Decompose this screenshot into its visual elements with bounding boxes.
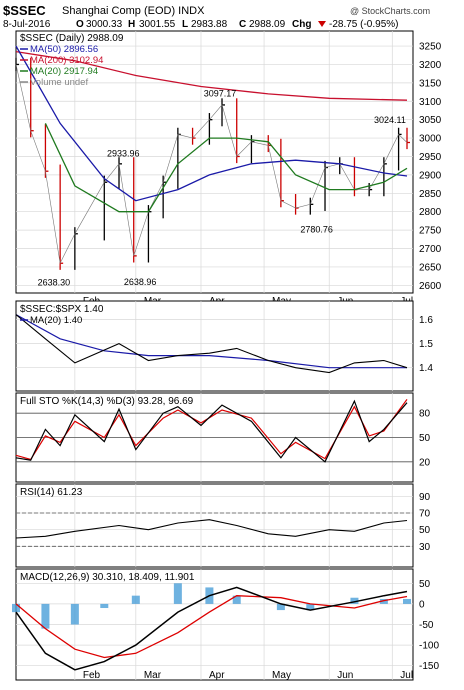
ma20-line (44, 123, 408, 213)
low-label: L (182, 19, 188, 30)
y-tick-label: 50 (419, 433, 431, 444)
swing-annotation: 2638.30 (38, 277, 71, 287)
y-tick-label: 3150 (419, 78, 442, 89)
macd-histogram-bar (232, 595, 241, 604)
y-tick-label: 2700 (419, 244, 442, 255)
price-series (15, 64, 408, 265)
y-tick-label: 3050 (419, 115, 442, 126)
x-tick-label: Apr (209, 670, 225, 681)
instrument-name: Shanghai Comp (EOD) INDX (62, 5, 205, 17)
macd-histogram-bar (70, 603, 79, 625)
y-tick-label: 30 (419, 542, 431, 553)
macd-histogram-bar (41, 603, 50, 629)
quote-date: 8-Jul-2016 (3, 19, 51, 30)
panel-5: -150 -100 -50 0 50 MACD(12,26,9) 30.310, 18.4… (12, 568, 439, 681)
y-tick-label: 0 (419, 599, 425, 610)
change-value: -28.75 (-0.95%) (329, 19, 398, 30)
close-value: 2988.09 (249, 19, 286, 30)
symbol: $SSEC (3, 3, 46, 18)
y-tick-label: 90 (419, 492, 431, 503)
x-tick-label: Feb (83, 670, 101, 681)
macd-signal-line (15, 595, 408, 659)
y-tick-label: 3250 (419, 42, 442, 53)
ratio-line (15, 314, 408, 374)
rsi-line (15, 519, 408, 539)
ma200-line (15, 50, 408, 101)
panel-frame (15, 300, 414, 392)
y-tick-label: 3000 (419, 134, 442, 145)
y-tick-label: 70 (419, 509, 431, 520)
macd-histogram-bar (350, 597, 359, 604)
x-tick-label: Jul (400, 670, 413, 681)
y-tick-label: 3200 (419, 60, 442, 71)
macd-histogram-bar (12, 603, 20, 613)
y-tick-label: 3100 (419, 97, 442, 108)
down-triangle-icon (318, 21, 326, 27)
high-value: 3001.55 (139, 19, 176, 30)
change-label: Chg (292, 19, 311, 30)
y-tick-label: 2650 (419, 262, 442, 273)
y-tick-label: 1.5 (419, 339, 433, 350)
close-label: C (239, 19, 246, 30)
swing-annotation: 2780.76 (300, 225, 333, 235)
panel-frame (15, 483, 414, 568)
sto-panel-title: Full STO %K(14,3) %D(3) 93.28, 96.69 (20, 396, 194, 407)
swing-annotation: 3024.11 (374, 115, 406, 125)
macd-histogram-bar (379, 598, 388, 604)
macd-histogram-bar (173, 583, 182, 604)
y-tick-label: -100 (419, 641, 439, 652)
legend-label: MA(20) 1.40 (30, 315, 82, 326)
chart-header: $SSEC Shanghai Comp (EOD) INDX @ StockCh… (3, 3, 430, 30)
macd-histogram-bar (276, 603, 285, 611)
y-tick-label: -150 (419, 661, 439, 672)
price-panel-title: $SSEC (Daily) 2988.09 (20, 33, 124, 44)
sto-k-line (15, 399, 408, 463)
panel-frame (15, 30, 414, 294)
y-tick-label: -50 (419, 620, 434, 631)
y-tick-label: 1.6 (419, 315, 433, 326)
y-tick-label: 2600 (419, 281, 442, 292)
low-value: 2983.88 (191, 19, 228, 30)
rsi-panel-title: RSI(14) 61.23 (20, 487, 83, 498)
open-value: 3000.33 (86, 19, 123, 30)
ratio-panel-title: $SSEC:$SPX 1.40 (20, 304, 104, 315)
y-tick-label: 20 (419, 457, 431, 468)
chart-panels: 2600265027002750280028502900295030003050… (12, 30, 442, 681)
legend-label: MA(200) 3102.94 (30, 55, 103, 66)
y-tick-label: 80 (419, 409, 431, 420)
x-tick-label: Jun (337, 670, 353, 681)
legend-label: Volume undef (30, 77, 88, 88)
panel-4: 30 50 70 90 RSI(14) 61.23 (15, 483, 431, 568)
y-tick-label: 1.4 (419, 363, 433, 374)
macd-histogram-bar (100, 603, 109, 609)
legend-label: MA(20) 2917.94 (30, 66, 98, 77)
y-tick-label: 2950 (419, 152, 442, 163)
x-tick-label: Mar (144, 670, 162, 681)
panel-1: 2600 2650 2700 2750 2800 2850 2900 2950 3000 3050… (15, 30, 442, 307)
y-tick-label: 2800 (419, 207, 442, 218)
swing-annotation: 2638.96 (124, 277, 157, 287)
ma50-line (15, 45, 408, 202)
swing-annotation: 2933.96 (107, 148, 140, 158)
open-label: O (76, 19, 84, 30)
macd-panel-title: MACD(12,26,9) 30.310, 18.409, 11.901 (20, 572, 195, 583)
y-tick-label: 2900 (419, 170, 442, 181)
stockcharts-watermark: @ StockCharts.com (350, 6, 430, 16)
legend-label: MA(50) 2896.56 (30, 44, 98, 55)
y-tick-label: 2850 (419, 189, 442, 200)
high-label: H (128, 19, 135, 30)
x-tick-label: May (272, 670, 291, 681)
panel-3: 20 50 80 Full STO %K(14,3) %D(3) 93.28, 96.… (15, 392, 431, 483)
y-tick-label: 2750 (419, 226, 442, 237)
y-tick-label: 50 (419, 579, 431, 590)
swing-annotation: 3097.17 (204, 88, 237, 98)
macd-histogram-bar (131, 595, 140, 604)
y-tick-label: 50 (419, 525, 431, 536)
macd-histogram-bar (306, 603, 315, 611)
macd-line (15, 586, 408, 671)
macd-histogram-bar (403, 598, 411, 604)
